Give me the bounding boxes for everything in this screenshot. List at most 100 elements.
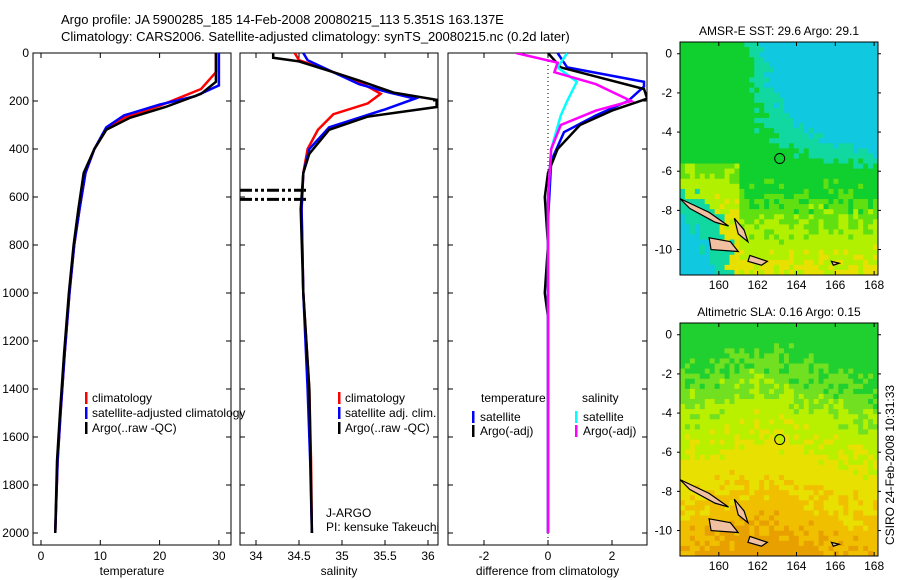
map-cell [793, 545, 800, 552]
map-cell [828, 193, 834, 200]
map-box [679, 322, 879, 557]
map-cell [793, 249, 800, 256]
map-cell [873, 269, 879, 276]
map-cell [848, 409, 854, 415]
map-cell [783, 520, 790, 527]
map-cell [684, 209, 691, 215]
map-cell [680, 193, 686, 200]
map-cell [714, 545, 721, 552]
map-cell [749, 419, 755, 425]
map-cell [729, 363, 735, 370]
map-cell [739, 535, 745, 542]
map-cell [798, 133, 805, 139]
map-cell [759, 138, 765, 144]
map-cell [803, 123, 810, 129]
map-cell [873, 520, 879, 527]
map-cell [744, 123, 750, 129]
map-cell [793, 383, 800, 390]
map-cell [759, 143, 765, 149]
map-cell [680, 82, 686, 89]
map-cell [823, 485, 829, 491]
map-cell [734, 388, 740, 395]
map-cell [704, 323, 711, 329]
map-cell [764, 454, 770, 461]
map-cell [759, 373, 765, 380]
map-cell [853, 264, 859, 271]
map-cell [699, 97, 706, 104]
map-cell [774, 153, 780, 159]
map-cell [833, 82, 839, 89]
map-cell [724, 219, 730, 225]
map-cell [793, 444, 800, 451]
map-cell [769, 439, 775, 446]
map-cell [833, 224, 839, 230]
map-cell [739, 419, 745, 425]
map-cell [759, 67, 765, 73]
map-cell [734, 158, 740, 165]
map-cell [843, 204, 849, 210]
map-cell [769, 138, 775, 144]
map-cell [783, 123, 790, 129]
map-cell [754, 333, 760, 339]
map-cell [729, 82, 735, 89]
map-cell [783, 193, 790, 200]
map-cell [828, 469, 834, 476]
map-cell [853, 254, 859, 261]
y-tick-label: 1000 [2, 286, 29, 300]
map-cell [863, 143, 869, 149]
map-cell [680, 133, 686, 139]
map-cell [843, 188, 849, 195]
map-cell [754, 439, 760, 446]
map-cell [793, 72, 800, 78]
map-cell [754, 72, 760, 78]
map-cell [793, 363, 800, 370]
map-cell [873, 343, 879, 349]
map-cell [680, 254, 686, 261]
map-cell [848, 398, 854, 405]
map-cell [848, 87, 854, 94]
map-cell [823, 449, 829, 456]
map-cell [863, 444, 869, 451]
map-cell [853, 219, 859, 225]
map-cell [783, 535, 790, 542]
map-cell [699, 178, 706, 185]
map-cell [684, 429, 691, 435]
map-cell [684, 148, 691, 154]
map-cell [873, 368, 879, 375]
map-cell [848, 540, 854, 547]
map-cell [808, 338, 815, 344]
map-cell [699, 414, 706, 420]
map-cell [783, 444, 790, 451]
map-cell [813, 219, 820, 225]
map-cell [848, 244, 854, 251]
map-cell [848, 62, 854, 68]
map-cell [774, 459, 780, 466]
map-cell [714, 102, 721, 109]
map-cell [863, 102, 869, 109]
map-cell [774, 358, 780, 365]
map-cell [689, 42, 696, 48]
map-cell [724, 112, 730, 119]
map-cell [873, 239, 879, 246]
map-cell [813, 393, 820, 400]
map-cell [798, 373, 805, 380]
map-cell [764, 42, 770, 48]
map-cell [808, 259, 815, 266]
map-cell [813, 117, 820, 124]
map-cell [793, 62, 800, 68]
map-cell [709, 249, 716, 256]
map-cell [818, 480, 825, 486]
map-cell [843, 535, 849, 542]
map-cell [704, 224, 711, 230]
map-cell [818, 214, 825, 220]
map-cell [868, 388, 874, 395]
map-cell [858, 485, 864, 491]
map-cell [709, 414, 716, 420]
map-cell [699, 348, 706, 354]
map-cell [783, 82, 790, 89]
map-cell [868, 249, 874, 256]
legend-label: satellite-adjusted climatology [92, 406, 245, 420]
map-cell [704, 434, 711, 440]
map-cell [808, 545, 815, 552]
map-cell [734, 409, 740, 415]
